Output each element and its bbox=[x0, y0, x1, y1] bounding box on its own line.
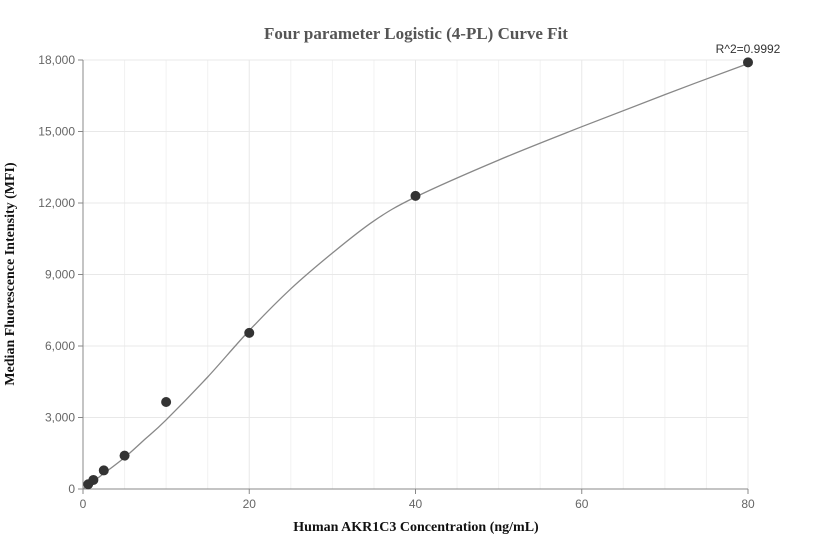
x-axis-title: Human AKR1C3 Concentration (ng/mL) bbox=[293, 520, 539, 535]
x-tick-label: 0 bbox=[80, 497, 87, 511]
data-point bbox=[98, 465, 109, 476]
x-tick-label: 60 bbox=[575, 497, 589, 511]
fit-curve-layer bbox=[82, 62, 749, 490]
y-tick-label: 15,000 bbox=[38, 125, 75, 139]
y-tick-label: 12,000 bbox=[38, 196, 75, 210]
y-axis-title: Median Fluorescence Intensity (MFI) bbox=[3, 162, 18, 386]
data-point bbox=[244, 327, 255, 338]
x-tick-label: 80 bbox=[741, 497, 755, 511]
fit-curve-line bbox=[82, 62, 749, 490]
data-point bbox=[161, 397, 172, 408]
y-tick-label: 9,000 bbox=[45, 268, 75, 282]
y-axis-ticks: 0 3,000 6,000 9,000 12,000 15,000 18,000 bbox=[38, 53, 83, 496]
r-squared-annotation: R^2=0.9992 bbox=[716, 42, 781, 56]
x-tick-label: 20 bbox=[243, 497, 257, 511]
y-tick-label: 6,000 bbox=[45, 339, 75, 353]
data-point bbox=[743, 57, 753, 68]
y-tick-label: 18,000 bbox=[38, 53, 75, 67]
x-tick-label: 40 bbox=[409, 497, 423, 511]
data-point bbox=[119, 450, 130, 461]
y-tick-label: 0 bbox=[68, 482, 75, 496]
y-tick-label: 3,000 bbox=[45, 411, 75, 425]
chart-title: Four parameter Logistic (4-PL) Curve Fit bbox=[264, 24, 568, 43]
x-axis-ticks: 0 20 40 60 80 bbox=[80, 489, 755, 511]
major-gridlines bbox=[83, 59, 749, 489]
data-point bbox=[410, 190, 421, 201]
data-point bbox=[88, 474, 99, 485]
data-points-layer bbox=[83, 57, 753, 490]
